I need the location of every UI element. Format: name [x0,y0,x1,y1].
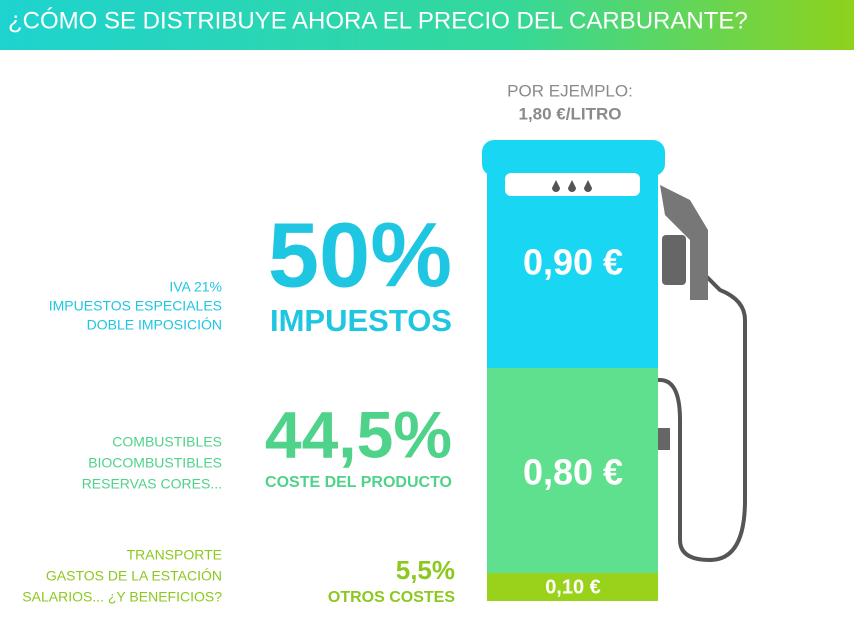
percent: 5,5% [396,555,455,585]
detail: COMBUSTIBLES [112,434,222,450]
detail: RESERVAS CORES... [82,476,222,492]
detail: SALARIOS... ¿Y BENEFICIOS? [22,589,222,605]
segment-other [487,573,658,601]
segment-product [487,368,658,573]
segment-name: IMPUESTOS [270,303,452,338]
detail: BIOCOMBUSTIBLES [88,455,222,471]
example-label: POR EJEMPLO: [507,81,633,100]
segment-name: COSTE DEL PRODUCTO [265,474,452,491]
header-band [0,0,854,50]
pump [482,140,747,601]
segment-name: OTROS COSTES [328,589,455,606]
amount: 0,80 € [523,452,623,493]
taxes-group: IVA 21% IMPUESTOS ESPECIALES DOBLE IMPOS… [49,204,452,338]
detail: IMPUESTOS ESPECIALES [49,298,222,314]
detail: IVA 21% [169,279,222,295]
detail: TRANSPORTE [127,547,222,563]
pump-cap [482,140,665,176]
nozzle [660,185,708,300]
example-price: 1,80 €/LITRO [519,104,622,123]
other-group: TRANSPORTE GASTOS DE LA ESTACIÓN SALARIO… [22,547,455,607]
detail: DOBLE IMPOSICIÓN [87,317,222,333]
title: ¿CÓMO SE DISTRIBUYE AHORA EL PRECIO DEL … [8,7,748,34]
product-group: COMBUSTIBLES BIOCOMBUSTIBLES RESERVAS CO… [82,397,452,491]
amount: 0,10 € [545,576,601,598]
amount: 0,90 € [523,242,623,283]
hose-clip [656,428,670,450]
segment-taxes [487,170,658,368]
percent: 50% [268,204,452,306]
detail: GASTOS DE LA ESTACIÓN [46,568,222,584]
percent: 44,5% [265,397,452,471]
drops [552,180,592,192]
nozzle-handle [662,235,686,285]
